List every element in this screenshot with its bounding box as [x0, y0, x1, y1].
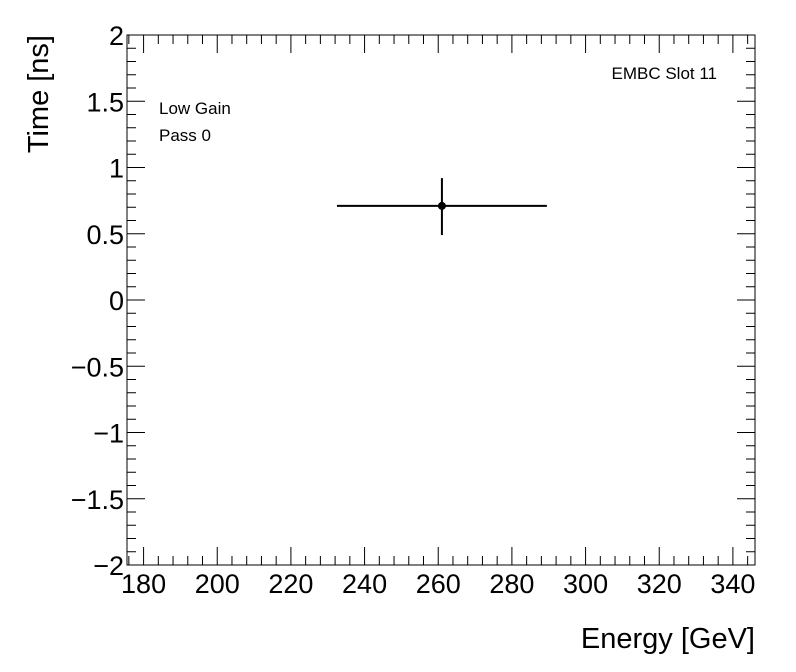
- x-tick-label: 300: [563, 569, 608, 599]
- y-tick-label: −2: [93, 551, 124, 581]
- y-tick-label: 2: [109, 21, 124, 51]
- y-tick-label: −1: [93, 419, 124, 449]
- slot-annotation: EMBC Slot 11: [611, 64, 717, 83]
- axis-ticks: [127, 34, 755, 566]
- y-tick-label: 1.5: [86, 87, 124, 117]
- x-tick-label: 280: [489, 569, 534, 599]
- data-point-marker: [437, 201, 446, 210]
- y-tick-label: 0: [109, 286, 124, 316]
- x-axis-title: Energy [GeV]: [581, 623, 755, 655]
- y-tick-label: 1: [109, 154, 124, 184]
- x-tick-label: 180: [121, 569, 166, 599]
- x-tick-label: 200: [195, 569, 240, 599]
- axis-tick-labels: 180 200 220 240 260 280 300 320 340 2 1.5 1 0.5 0 −0.5…: [71, 21, 756, 599]
- x-tick-label: 260: [416, 569, 461, 599]
- gain-annotation: Low Gain: [159, 99, 231, 118]
- pass-annotation: Pass 0: [159, 126, 211, 145]
- x-tick-label: 320: [637, 569, 682, 599]
- x-tick-label: 220: [268, 569, 313, 599]
- x-tick-label: 240: [342, 569, 387, 599]
- data-points: [336, 178, 547, 236]
- y-tick-label: 0.5: [86, 220, 124, 250]
- y-tick-label: −0.5: [71, 352, 124, 382]
- x-tick-label: 340: [710, 569, 755, 599]
- y-axis-title: Time [ns]: [23, 35, 55, 153]
- y-tick-label: −1.5: [71, 485, 124, 515]
